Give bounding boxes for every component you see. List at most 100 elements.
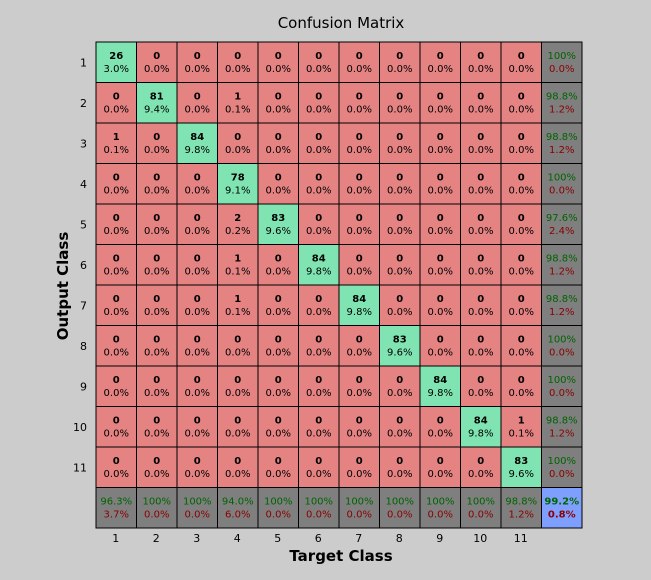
cell-percent: 0.0% (306, 307, 331, 318)
row-precision: 100% (547, 375, 576, 386)
cell-count: 0 (437, 416, 444, 427)
cell-background (257, 365, 299, 407)
cell-percent: 0.1% (104, 145, 129, 156)
cell-background (176, 244, 218, 286)
column-summary-cell: 100% 0.0% (298, 487, 340, 529)
cell-count: 0 (518, 173, 525, 184)
matrix-cell: 0 0.0% (419, 163, 461, 205)
cell-count: 0 (315, 294, 322, 305)
cell-background (460, 203, 502, 245)
matrix-cell: 0 0.0% (176, 406, 218, 448)
cell-percent: 0.0% (144, 226, 169, 237)
matrix-cell: 0 0.0% (379, 365, 421, 407)
row-summary-cell: 100% 0.0% (541, 365, 583, 407)
cell-count: 1 (234, 254, 241, 265)
cell-background (136, 365, 178, 407)
cell-background (217, 446, 259, 488)
cell-percent: 0.0% (266, 105, 291, 116)
cell-percent: 0.0% (468, 348, 493, 359)
cell-background (460, 163, 502, 205)
row-summary-cell: 98.8% 1.2% (541, 82, 583, 124)
cell-background (95, 365, 137, 407)
cell-count: 0 (113, 92, 120, 103)
row-error: 1.2% (549, 267, 574, 278)
cell-percent: 0.0% (509, 186, 534, 197)
matrix-cell: 0 0.0% (176, 365, 218, 407)
matrix-cell: 0 0.0% (419, 446, 461, 488)
cell-background (298, 365, 340, 407)
cell-count: 0 (234, 456, 241, 467)
summary-background (136, 487, 178, 529)
matrix-cell: 1 0.1% (217, 82, 259, 124)
cell-percent: 0.0% (185, 348, 210, 359)
cell-count: 0 (356, 375, 363, 386)
cell-count: 0 (153, 173, 160, 184)
cell-count: 0 (275, 456, 282, 467)
cell-percent: 9.1% (225, 186, 250, 197)
column-recall: 100% (426, 497, 455, 508)
column-recall: 100% (264, 497, 293, 508)
cell-percent: 0.0% (266, 388, 291, 399)
matrix-cell: 84 9.8% (298, 244, 340, 286)
matrix-cell: 0 0.0% (136, 446, 178, 488)
cell-count: 0 (356, 173, 363, 184)
x-tick-label: 6 (315, 532, 322, 545)
matrix-cell: 0 0.0% (257, 284, 299, 326)
x-tick-label: 5 (274, 532, 281, 545)
cell-percent: 0.0% (387, 226, 412, 237)
matrix-cell: 0 0.0% (379, 163, 421, 205)
cell-count: 1 (234, 92, 241, 103)
x-tick-label: 7 (355, 532, 362, 545)
cell-count: 0 (315, 213, 322, 224)
cell-percent: 0.0% (428, 64, 453, 75)
cell-count: 0 (518, 294, 525, 305)
cell-percent: 0.0% (185, 226, 210, 237)
cell-count: 84 (352, 294, 366, 305)
cell-percent: 0.1% (225, 267, 250, 278)
cell-percent: 0.0% (225, 388, 250, 399)
matrix-cell: 0 0.0% (460, 82, 502, 124)
cell-percent: 0.0% (306, 186, 331, 197)
cell-background (217, 406, 259, 448)
cell-count: 0 (396, 92, 403, 103)
matrix-cell: 0 0.0% (298, 406, 340, 448)
cell-count: 0 (113, 173, 120, 184)
cell-background (136, 406, 178, 448)
cell-percent: 0.0% (306, 145, 331, 156)
matrix-cell: 0 0.0% (500, 122, 542, 164)
matrix-cell: 0 0.0% (419, 203, 461, 245)
cell-percent: 0.0% (387, 307, 412, 318)
summary-background (541, 446, 583, 488)
cell-background (338, 41, 380, 83)
cell-percent: 0.0% (266, 429, 291, 440)
row-error: 1.2% (549, 105, 574, 116)
matrix-cell: 0 0.0% (176, 284, 218, 326)
cell-percent: 0.0% (185, 307, 210, 318)
cell-background (95, 244, 137, 286)
cell-background (419, 122, 461, 164)
cell-percent: 0.0% (266, 64, 291, 75)
column-summary-cell: 100% 0.0% (136, 487, 178, 529)
cell-percent: 0.0% (428, 348, 453, 359)
x-axis-label: Target Class (289, 547, 392, 565)
cell-background (257, 284, 299, 326)
cell-background (257, 446, 299, 488)
cell-count: 0 (153, 456, 160, 467)
cell-count: 0 (356, 51, 363, 62)
cell-percent: 0.0% (306, 429, 331, 440)
cell-percent: 0.0% (387, 429, 412, 440)
column-error: 0.0% (144, 510, 169, 521)
column-recall: 100% (142, 497, 171, 508)
matrix-cell: 1 0.1% (95, 122, 137, 164)
matrix-cell: 0 0.0% (136, 284, 178, 326)
cell-percent: 0.0% (468, 105, 493, 116)
cell-background (500, 163, 542, 205)
cell-count: 0 (437, 51, 444, 62)
matrix-cell: 0 0.0% (500, 365, 542, 407)
cell-percent: 0.0% (144, 64, 169, 75)
cell-percent: 0.0% (428, 186, 453, 197)
matrix-cell: 0 0.0% (460, 41, 502, 83)
cell-percent: 0.0% (225, 348, 250, 359)
cell-percent: 0.0% (104, 267, 129, 278)
